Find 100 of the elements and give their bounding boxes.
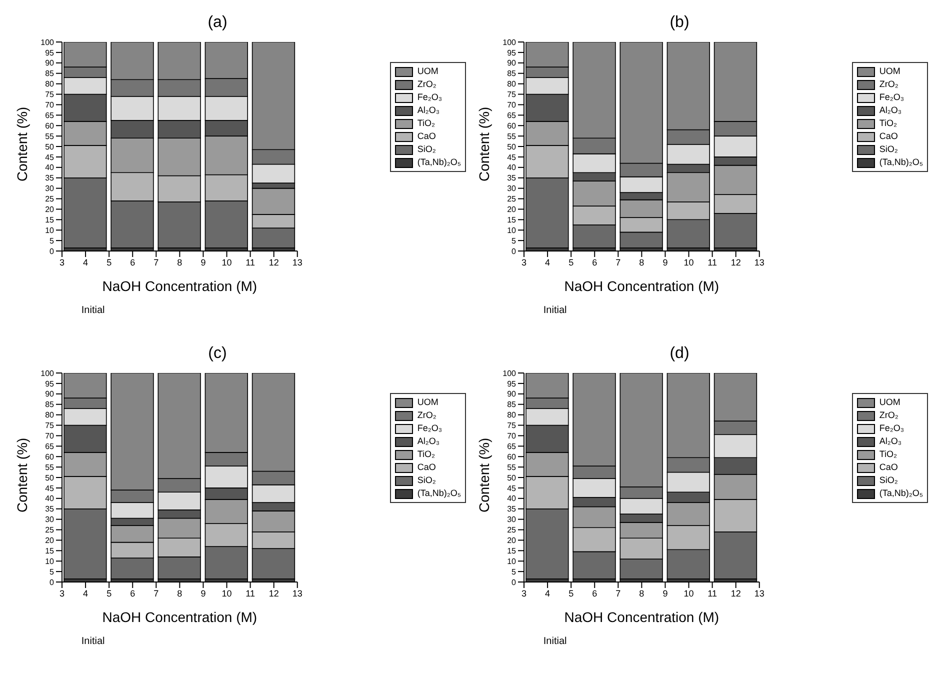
text: Initial [80, 305, 106, 316]
y-tick-label: 35 [507, 504, 517, 514]
legend-label: CaO [417, 461, 436, 474]
x-tick-label: 8 [639, 588, 644, 598]
x-tick-label: 13 [754, 588, 764, 598]
x-tick-label: 6 [592, 257, 598, 268]
y-tick-label: 45 [507, 484, 517, 493]
y-tick-label: 90 [45, 390, 55, 399]
x-tick-label: 5 [106, 257, 112, 268]
y-tick-label: 50 [507, 473, 517, 482]
y-tick-label: 85 [507, 400, 517, 410]
x-tick-label: 4 [83, 257, 88, 268]
y-tick-label: 95 [507, 379, 517, 388]
y-tick-label: 65 [507, 110, 517, 120]
x-tick-label: 5 [568, 257, 574, 268]
x-tick-label: 6 [130, 588, 136, 598]
legend-label: (Ta,Nb)₂O₅ [417, 156, 461, 169]
x-tick-label: 9 [662, 588, 668, 598]
x-tick-label: 6 [592, 588, 598, 598]
y-tick-label: 0 [50, 578, 55, 587]
legend-label: Fe₂O₃ [879, 422, 904, 435]
y-tick-label: 80 [507, 80, 517, 89]
y-tick-label: 55 [507, 132, 517, 141]
legend-label: ZrO₂ [417, 78, 436, 91]
x-axis-title: NaOH Concentration (M) [102, 609, 258, 625]
y-tick-label: 70 [45, 432, 55, 441]
x-axis-title: NaOH Concentration (M) [564, 609, 720, 625]
text: Initial [542, 305, 568, 316]
legend-label: UOM [879, 396, 900, 409]
legend-label: TiO₂ [417, 448, 436, 461]
y-tick-label: 40 [45, 163, 55, 172]
legend-label: Al₂O₃ [417, 435, 440, 448]
legend-label: (Ta,Nb)₂O₅ [417, 487, 461, 500]
y-tick-label: 80 [507, 410, 517, 420]
y-tick-label: 90 [507, 390, 517, 399]
y-tick-label: 20 [507, 205, 517, 214]
y-axis-title: Content (%) [14, 106, 30, 182]
y-tick-label: 80 [45, 410, 55, 420]
y-tick-label: 15 [45, 215, 55, 224]
x-tick-label: 11 [246, 588, 255, 598]
x-tick-label: 8 [639, 257, 644, 268]
y-tick-label: 90 [45, 58, 55, 68]
legend-label: Fe₂O₃ [879, 91, 904, 104]
y-tick-label: 35 [507, 174, 517, 183]
y-tick-label: 50 [507, 142, 517, 152]
y-tick-label: 60 [507, 452, 517, 462]
legend-label: SiO₂ [879, 474, 898, 487]
y-axis-title: Content (%) [476, 438, 492, 512]
legend-label: Fe₂O₃ [417, 422, 442, 435]
y-tick-label: 65 [507, 442, 517, 451]
y-tick-label: 20 [45, 205, 55, 214]
x-tick-label: 5 [568, 588, 574, 598]
y-tick-label: 95 [45, 379, 55, 388]
legend-label: Fe₂O₃ [417, 91, 442, 104]
y-tick-label: 75 [507, 421, 517, 430]
y-tick-label: 50 [45, 473, 55, 482]
y-tick-label: 75 [507, 90, 517, 100]
y-tick-label: 30 [45, 515, 55, 524]
y-tick-label: 45 [45, 152, 55, 162]
chart-title: (a) [206, 14, 228, 32]
y-tick-label: 10 [507, 556, 517, 566]
y-tick-label: 25 [507, 194, 517, 204]
y-tick-label: 45 [45, 484, 55, 493]
y-tick-label: 95 [45, 48, 55, 58]
legend-label: ZrO₂ [879, 78, 898, 91]
x-tick-label: 11 [708, 588, 717, 598]
chart-title: (d) [668, 345, 690, 363]
x-tick-label: 9 [200, 257, 206, 268]
x-tick-label: 10 [222, 257, 232, 268]
x-tick-label: 5 [106, 588, 112, 598]
y-tick-label: 5 [50, 236, 55, 246]
y-tick-label: 85 [507, 69, 517, 78]
x-tick-label: 12 [730, 257, 741, 268]
y-tick-label: 60 [45, 121, 55, 130]
x-tick-label: 3 [521, 588, 527, 598]
legend-label: Al₂O₃ [417, 104, 440, 117]
x-tick-label: 13 [292, 257, 302, 268]
y-tick-label: 95 [507, 48, 517, 58]
chart-title: (b) [668, 14, 690, 32]
y-tick-label: 10 [45, 226, 55, 235]
x-tick-label: 6 [130, 257, 136, 268]
y-tick-label: 40 [507, 494, 517, 504]
y-tick-label: 30 [45, 184, 55, 194]
legend-label: ZrO₂ [417, 409, 436, 422]
x-tick-label: 12 [268, 588, 279, 598]
y-tick-label: 55 [45, 462, 55, 472]
y-tick-label: 10 [45, 556, 55, 566]
legend-label: TiO₂ [879, 117, 898, 130]
x-tick-label: 3 [521, 257, 527, 268]
legend-label: CaO [879, 130, 898, 143]
x-tick-label: 12 [268, 257, 279, 268]
y-tick-label: 100 [40, 38, 55, 47]
x-tick-label: 9 [662, 257, 668, 268]
legend-label: SiO₂ [879, 143, 898, 156]
x-axis-title: NaOH Concentration (M) [564, 278, 720, 294]
y-tick-label: 45 [507, 152, 517, 162]
x-tick-label: 10 [222, 588, 232, 598]
y-tick-label: 100 [502, 368, 517, 378]
y-tick-label: 70 [507, 432, 517, 441]
y-tick-label: 65 [45, 442, 55, 451]
